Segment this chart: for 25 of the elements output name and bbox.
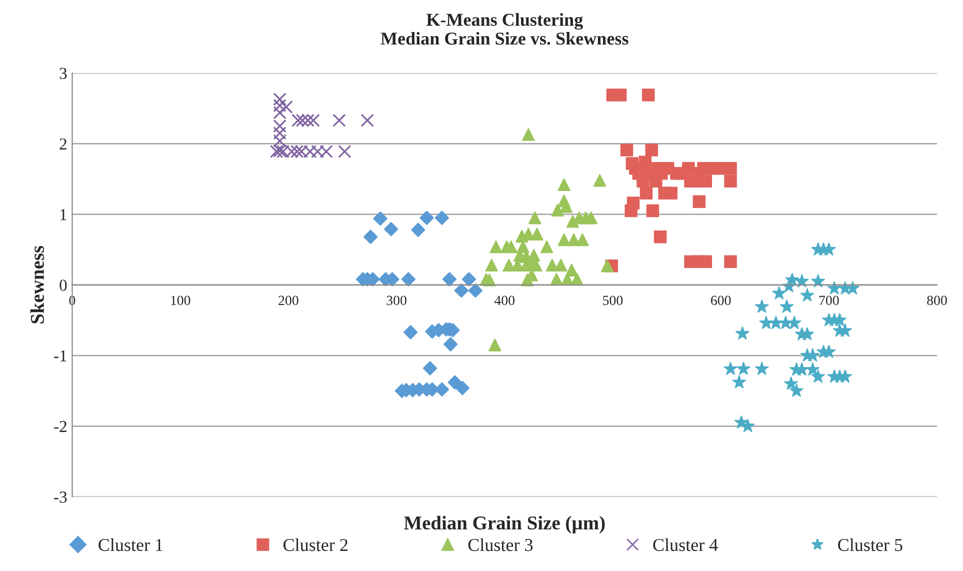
legend-label: Cluster 2 xyxy=(283,538,348,552)
x-tick-label: 400 xyxy=(494,296,514,306)
legend-label: Cluster 4 xyxy=(653,538,718,552)
x-tick-label: 200 xyxy=(278,296,298,306)
y-tick-label: -2 xyxy=(54,420,66,432)
legend-label: Cluster 1 xyxy=(98,538,162,552)
chart-subtitle: Median Grain Size vs. Skewness xyxy=(380,32,628,45)
x-tick-label: 100 xyxy=(171,296,190,306)
x-tick-label: 300 xyxy=(386,296,406,306)
x-tick-label: 600 xyxy=(710,296,731,306)
x-tick-label: 0 xyxy=(69,296,76,306)
x-axis-title: Median Grain Size (µm) xyxy=(404,516,605,534)
y-tick-label: 2 xyxy=(60,138,66,150)
x-tick-label: 800 xyxy=(927,296,947,306)
x-tick-label: 500 xyxy=(603,296,623,306)
y-axis-title: Skewness xyxy=(30,246,44,324)
y-tick-label: 0 xyxy=(60,280,67,291)
y-tick-label: -3 xyxy=(54,492,67,503)
legend-label: Cluster 3 xyxy=(468,538,533,552)
x-tick-label: 700 xyxy=(819,296,839,306)
y-tick-label: -1 xyxy=(54,350,66,362)
legend-label: Cluster 5 xyxy=(838,538,902,552)
chart-title: K-Means Clustering xyxy=(426,13,583,30)
y-tick-label: 3 xyxy=(60,68,67,80)
y-tick-label: 1 xyxy=(60,209,66,220)
